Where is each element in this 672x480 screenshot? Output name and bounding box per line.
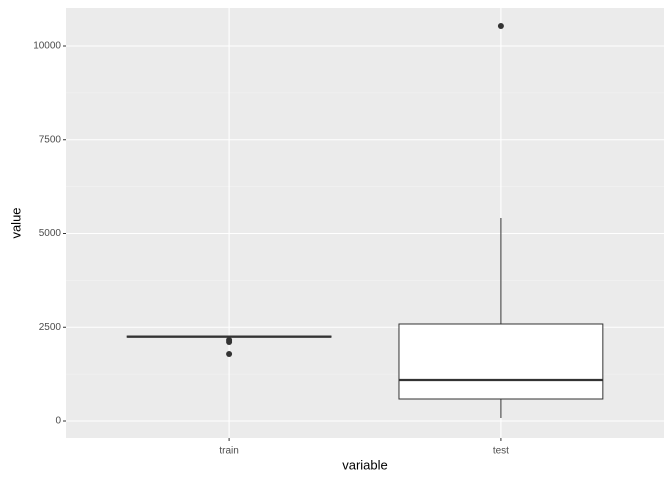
y-tick-label: 5000 [39,228,62,239]
y-tick-label: 7500 [39,134,62,145]
x-tick-label: train [219,446,238,457]
x-tick-label: test [493,446,509,457]
y-tick-label: 2500 [39,322,62,333]
y-tick-label: 0 [55,416,61,427]
outlier [226,338,233,345]
y-tick-label: 10000 [33,41,61,52]
outlier [226,350,233,357]
box [398,323,604,400]
x-axis-title: variable [342,457,388,472]
outlier [497,23,504,30]
y-axis-title: value [8,207,23,238]
